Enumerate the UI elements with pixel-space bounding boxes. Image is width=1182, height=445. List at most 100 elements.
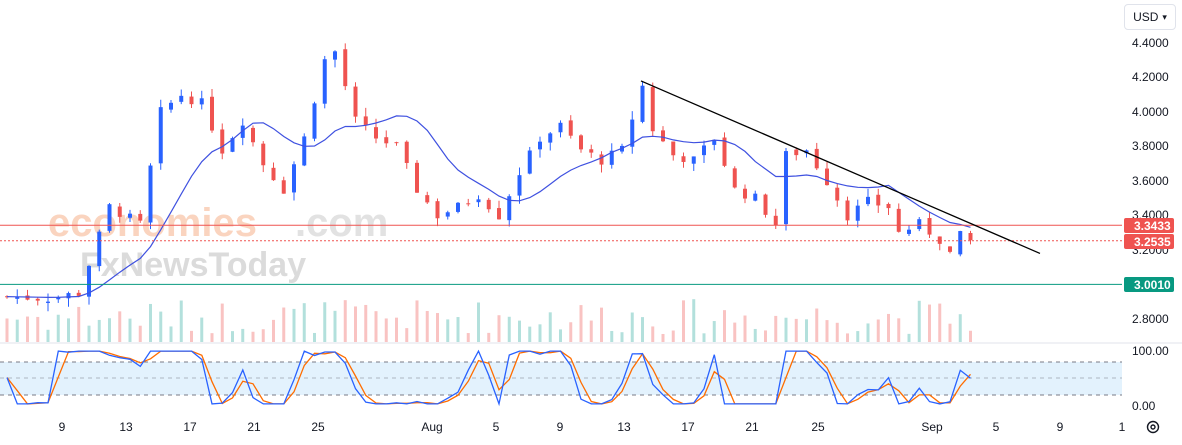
volume-bar bbox=[415, 300, 419, 342]
price-axis[interactable]: 4.4000 4.2000 4.0000 3.8000 3.6000 3.400… bbox=[1132, 36, 1169, 413]
candle-body bbox=[763, 194, 768, 215]
candle-body bbox=[804, 150, 809, 154]
volume-bar bbox=[364, 304, 368, 342]
time-tick-label: 21 bbox=[247, 420, 261, 434]
current-price-value: 3.2535 bbox=[1134, 235, 1171, 249]
candle-body bbox=[589, 149, 594, 153]
candle-body bbox=[671, 141, 676, 156]
volume-bar bbox=[436, 313, 439, 342]
price-tick-label: 4.0000 bbox=[1132, 105, 1169, 119]
volume-bar bbox=[56, 314, 60, 342]
volume-bar bbox=[702, 333, 706, 342]
trendline[interactable] bbox=[640, 80, 1041, 255]
time-tick-label: 9 bbox=[557, 420, 564, 434]
candle-body bbox=[517, 175, 522, 196]
volume-bar bbox=[559, 329, 562, 342]
volume-bar bbox=[569, 322, 573, 342]
currency-selector[interactable]: USD ▾ bbox=[1124, 4, 1176, 30]
volume-bar bbox=[67, 318, 70, 342]
candle-body bbox=[97, 231, 102, 267]
volume-bar bbox=[733, 322, 737, 342]
candle-body bbox=[76, 292, 81, 296]
candle-body bbox=[363, 116, 368, 125]
volume-bar bbox=[651, 326, 655, 342]
candle-body bbox=[917, 219, 922, 230]
volume-bar bbox=[231, 331, 234, 342]
volume-bar bbox=[846, 333, 849, 342]
gear-icon[interactable] bbox=[1143, 417, 1163, 437]
resistance-badge: 3.3433 bbox=[1124, 218, 1174, 233]
candle-body bbox=[138, 213, 143, 221]
candle-body bbox=[261, 143, 266, 166]
volume-bar bbox=[118, 311, 122, 342]
volume-bar bbox=[938, 303, 942, 342]
candle-body bbox=[46, 301, 50, 303]
volume-bar bbox=[887, 313, 890, 342]
volume-bar bbox=[384, 318, 388, 342]
volume-bar bbox=[753, 328, 757, 342]
stochastic-tick-label: 100.00 bbox=[1132, 344, 1169, 358]
volume-bar bbox=[15, 319, 19, 342]
volume-bar bbox=[825, 320, 829, 342]
volume-bar bbox=[210, 333, 214, 342]
candle-body bbox=[958, 231, 963, 255]
candle-body bbox=[394, 142, 399, 144]
time-tick-label: 17 bbox=[183, 420, 197, 434]
volume-bar bbox=[395, 317, 398, 342]
volume-bar bbox=[374, 311, 378, 342]
volume-bar bbox=[928, 304, 931, 342]
candle-body bbox=[825, 168, 829, 186]
candle-body bbox=[169, 102, 173, 110]
volume-bar bbox=[969, 330, 972, 342]
candle-body bbox=[107, 204, 112, 231]
volume-bar bbox=[620, 332, 624, 342]
volume-bar bbox=[159, 311, 163, 342]
candle-body bbox=[507, 196, 512, 221]
volume-bar bbox=[917, 300, 921, 342]
candle-body bbox=[425, 195, 430, 203]
candle-body bbox=[353, 86, 358, 117]
candle-body bbox=[866, 196, 870, 205]
candle-body bbox=[732, 168, 737, 188]
time-axis[interactable]: 9 13 17 21 25 Aug 5 9 13 17 21 25 Sep 5 … bbox=[59, 420, 1126, 434]
time-tick-label: 25 bbox=[811, 420, 825, 434]
chevron-down-icon: ▾ bbox=[1162, 11, 1167, 22]
volume-bar bbox=[456, 317, 460, 342]
candle-body bbox=[753, 193, 758, 201]
stochastic-k-line bbox=[6, 349, 971, 407]
candle-body bbox=[527, 150, 532, 174]
candle-body bbox=[743, 188, 747, 199]
volume-bar bbox=[682, 300, 685, 342]
volume-bar bbox=[518, 320, 521, 342]
candle-body bbox=[179, 95, 184, 102]
candle-body bbox=[302, 136, 307, 166]
volume-bar bbox=[487, 332, 491, 342]
volume-bar bbox=[425, 310, 429, 342]
volume-bar bbox=[548, 312, 552, 342]
currency-label: USD bbox=[1133, 10, 1159, 24]
candle-body bbox=[835, 187, 840, 201]
candle-body bbox=[814, 148, 819, 169]
volume-bar bbox=[241, 328, 245, 342]
candle-body bbox=[128, 213, 132, 218]
volume-bar bbox=[805, 319, 808, 342]
candle-body bbox=[117, 206, 122, 217]
volume-bar bbox=[179, 300, 183, 342]
volume-bar bbox=[630, 312, 634, 342]
candle-body bbox=[568, 120, 573, 136]
candle-body bbox=[210, 96, 214, 131]
candle-body bbox=[650, 87, 655, 132]
volume-bar bbox=[292, 308, 296, 342]
candle-body bbox=[896, 208, 901, 232]
candle-body bbox=[661, 130, 665, 142]
candle-body bbox=[886, 203, 891, 209]
current-price-badge: 3.2535 bbox=[1124, 234, 1174, 249]
volume-bar bbox=[261, 329, 265, 342]
volume-bar bbox=[302, 303, 306, 342]
candle-body bbox=[948, 246, 952, 252]
volume-bar bbox=[958, 314, 962, 342]
support-value: 3.0010 bbox=[1134, 278, 1171, 292]
price-tick-label: 4.2000 bbox=[1132, 70, 1169, 84]
candle-body bbox=[271, 167, 276, 181]
